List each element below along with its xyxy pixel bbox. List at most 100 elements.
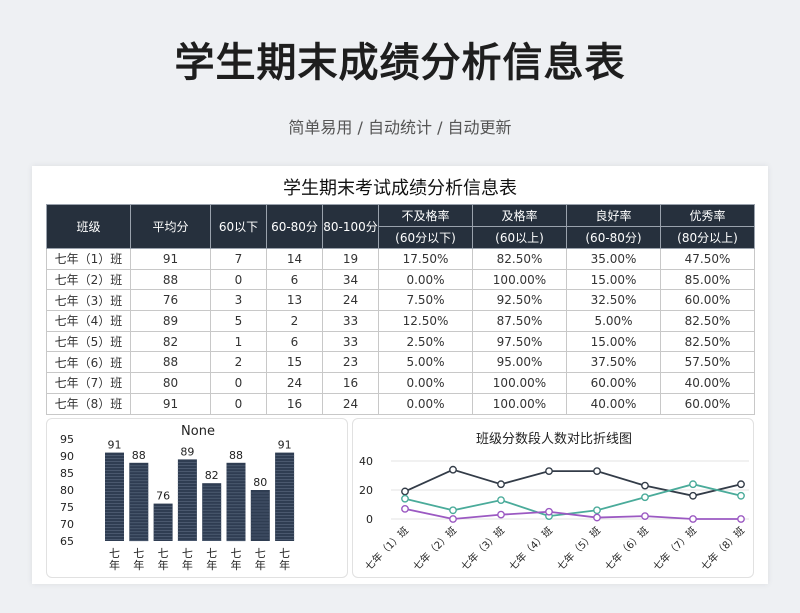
series-point [641,512,649,521]
bar [177,459,197,541]
cell-avg[interactable]: 88 [130,268,211,291]
cell-below60[interactable]: 0 [210,372,267,394]
cell-r80100[interactable]: 23 [322,351,379,374]
cell-class[interactable]: 七年（8）班 [46,392,131,415]
bar-rect [105,452,124,541]
cell-excellent[interactable]: 40.00% [660,372,755,394]
cell-avg[interactable]: 89 [130,310,211,332]
header-pass-rate: 及格率 [472,204,567,227]
cell-pass[interactable]: 100.00% [472,268,567,291]
cell-avg[interactable]: 80 [130,372,211,394]
bar-data-label: 82 [205,469,219,482]
bar-x-label: 七年 [109,547,120,572]
cell-excellent[interactable]: 85.00% [660,268,755,291]
cell-r6080[interactable]: 24 [266,372,323,394]
series-point [449,506,457,515]
cell-r6080[interactable]: 6 [266,268,323,291]
cell-r6080[interactable]: 13 [266,289,323,312]
cell-fail[interactable]: 0.00% [378,372,473,394]
cell-below60[interactable]: 2 [210,351,267,374]
cell-excellent[interactable]: 60.00% [660,392,755,415]
cell-below60[interactable]: 0 [210,268,267,291]
cell-pass[interactable]: 95.00% [472,351,567,374]
cell-r80100[interactable]: 34 [322,268,379,291]
cell-avg[interactable]: 88 [130,351,211,374]
cell-class[interactable]: 七年（3）班 [46,289,131,312]
series-point [401,487,409,496]
series-point [449,515,457,523]
cell-pass[interactable]: 92.50% [472,289,567,312]
cell-class[interactable]: 七年（1）班 [46,248,131,270]
cell-below60[interactable]: 0 [210,392,267,415]
header-excellent-rate: 优秀率 [660,204,755,227]
cell-fail[interactable]: 17.50% [378,248,473,270]
cell-good[interactable]: 15.00% [566,268,661,291]
header-avg: 平均分 [130,204,211,249]
cell-below60[interactable]: 5 [210,310,267,332]
cell-pass[interactable]: 97.50% [472,330,567,353]
cell-class[interactable]: 七年（7）班 [46,372,131,394]
cell-excellent[interactable]: 60.00% [660,289,755,312]
bar-data-label: 91 [278,439,292,452]
cell-fail[interactable]: 5.00% [378,351,473,374]
cell-r6080[interactable]: 14 [266,248,323,270]
bar-y-tick: 75 [60,501,74,514]
cell-excellent[interactable]: 47.50% [660,248,755,270]
cell-fail[interactable]: 0.00% [378,392,473,415]
cell-avg[interactable]: 76 [130,289,211,312]
cell-good[interactable]: 5.00% [566,310,661,332]
cell-excellent[interactable]: 57.50% [660,351,755,374]
cell-excellent[interactable]: 82.50% [660,310,755,332]
cell-below60[interactable]: 7 [210,248,267,270]
bar-y-tick: 65 [60,535,74,548]
series-point [593,467,601,476]
cell-avg[interactable]: 91 [130,392,211,415]
cell-r6080[interactable]: 2 [266,310,323,332]
header-below60: 60以下 [210,204,267,249]
cell-pass[interactable]: 100.00% [472,392,567,415]
cell-r6080[interactable]: 16 [266,392,323,415]
cell-fail[interactable]: 2.50% [378,330,473,353]
cell-below60[interactable]: 3 [210,289,267,312]
cell-r80100[interactable]: 24 [322,289,379,312]
cell-fail[interactable]: 0.00% [378,268,473,291]
cell-fail[interactable]: 12.50% [378,310,473,332]
cell-fail[interactable]: 7.50% [378,289,473,312]
series-point [641,493,649,502]
cell-pass[interactable]: 87.50% [472,310,567,332]
cell-r80100[interactable]: 33 [322,310,379,332]
cell-class[interactable]: 七年（5）班 [46,330,131,353]
cell-r80100[interactable]: 16 [322,372,379,394]
cell-pass[interactable]: 82.50% [472,248,567,270]
cell-r6080[interactable]: 15 [266,351,323,374]
cell-class[interactable]: 七年（4）班 [46,310,131,332]
bar-y-tick: 90 [60,450,74,463]
cell-good[interactable]: 40.00% [566,392,661,415]
header-good-rate: 良好率 [566,204,661,227]
cell-class[interactable]: 七年（2）班 [46,268,131,291]
cell-r80100[interactable]: 19 [322,248,379,270]
cell-good[interactable]: 32.50% [566,289,661,312]
cell-pass[interactable]: 100.00% [472,372,567,394]
header-80-100: 80-100分 [322,204,379,249]
cell-good[interactable]: 15.00% [566,330,661,353]
series-point [545,507,553,516]
cell-good[interactable]: 35.00% [566,248,661,270]
cell-good[interactable]: 60.00% [566,372,661,394]
bar-rect [250,490,270,541]
cell-r80100[interactable]: 24 [322,392,379,415]
header-pass-sub: (60以上) [472,226,567,249]
cell-r6080[interactable]: 6 [266,330,323,353]
cell-avg[interactable]: 91 [130,248,211,270]
bar [250,490,270,541]
cell-avg[interactable]: 82 [130,330,211,353]
bar [226,462,246,542]
cell-r80100[interactable]: 33 [322,330,379,353]
cell-good[interactable]: 37.50% [566,351,661,374]
cell-excellent[interactable]: 82.50% [660,330,755,353]
cell-below60[interactable]: 1 [210,330,267,353]
table-header-row: 班级 平均分 60以下 60-80分 80-100分 不及格率 及格率 良好率 … [46,204,755,249]
series-point [545,467,553,476]
header-class: 班级 [46,204,131,249]
cell-class[interactable]: 七年（6）班 [46,351,131,374]
